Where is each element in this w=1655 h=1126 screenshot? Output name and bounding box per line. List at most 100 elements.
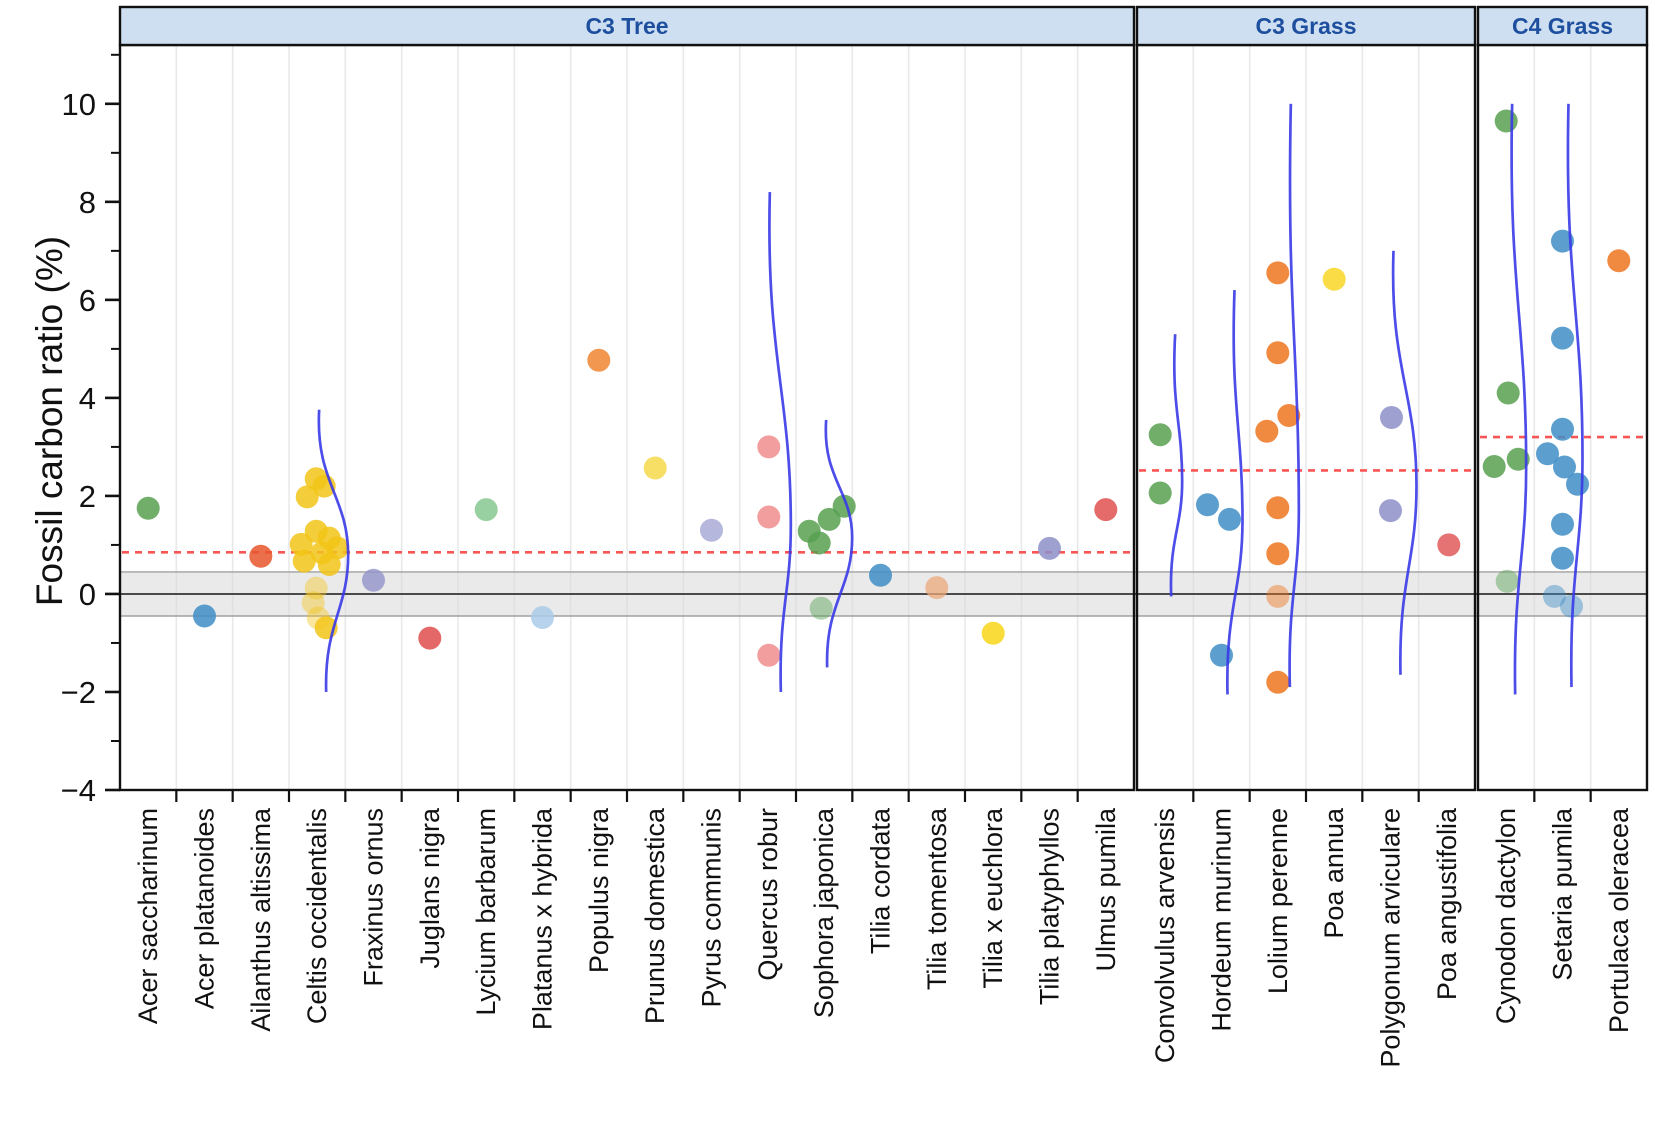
data-point — [1543, 584, 1566, 608]
data-point — [1607, 249, 1631, 273]
y-tick-label: 0 — [79, 577, 96, 612]
x-axis-species-label: Tilia platyphyllos — [1035, 808, 1065, 1005]
data-point — [1495, 569, 1519, 593]
data-point — [136, 496, 160, 520]
data-point — [1551, 546, 1574, 570]
x-axis-species-label: Fraxinus ornus — [359, 808, 389, 987]
data-point — [1437, 533, 1461, 557]
x-axis-species-label: Acer platanoides — [190, 808, 220, 1009]
y-tick-label: −4 — [61, 773, 96, 808]
data-point — [304, 576, 328, 600]
x-axis-species-label: Juglans nigra — [415, 807, 445, 969]
x-axis-species-label: Lycium barbarum — [471, 808, 501, 1016]
data-point — [301, 591, 325, 615]
y-tick-label: 4 — [79, 381, 96, 416]
data-point — [1038, 536, 1061, 560]
x-axis-species-label: Poa angustifolia — [1432, 807, 1462, 1000]
data-point — [249, 544, 273, 568]
data-point — [1266, 584, 1290, 608]
data-point — [643, 456, 667, 480]
data-point — [1553, 455, 1576, 479]
data-point — [700, 518, 723, 542]
data-point — [362, 568, 385, 592]
x-axis-species-label: Tilia tomentosa — [922, 807, 952, 990]
x-axis-species-label: Ailanthus altissima — [246, 807, 276, 1032]
data-point — [1379, 499, 1402, 523]
data-point — [1094, 498, 1118, 522]
data-point — [193, 604, 216, 628]
x-axis-species-label: Quercus robur — [753, 808, 783, 981]
data-point — [1277, 404, 1301, 427]
x-axis-species-label: Populus nigra — [584, 807, 614, 973]
panel-header-label: C3 Tree — [585, 13, 668, 39]
data-point — [1536, 442, 1559, 466]
data-point — [807, 531, 831, 555]
data-point — [1148, 481, 1172, 505]
data-point — [925, 576, 949, 600]
data-point — [809, 596, 833, 620]
y-tick-label: 6 — [79, 283, 96, 318]
density-curve — [1288, 103, 1301, 688]
density-curve — [768, 192, 793, 693]
x-axis-species-label: Polygonum arviculare — [1376, 808, 1406, 1068]
data-point — [1566, 472, 1589, 496]
data-point — [1218, 507, 1241, 531]
y-tick-label: −2 — [61, 675, 96, 710]
data-point — [418, 626, 442, 650]
density-curve — [824, 419, 854, 668]
x-axis-species-label: Poa annua — [1319, 807, 1349, 939]
data-point — [1551, 326, 1574, 350]
x-axis-species-label: Ulmus pumila — [1091, 807, 1121, 972]
x-axis-species-label: Cynodon dactylon — [1491, 808, 1521, 1024]
data-point — [1494, 109, 1518, 133]
density-curve — [317, 409, 350, 693]
data-point — [869, 563, 892, 587]
data-point — [474, 498, 498, 522]
data-point — [1496, 381, 1520, 405]
panel-header — [1135, 5, 1477, 47]
data-point — [1148, 423, 1172, 447]
x-axis-species-label: Portulaca oleracea — [1604, 807, 1634, 1033]
data-point — [1255, 419, 1279, 443]
y-tick-label: 8 — [79, 185, 96, 220]
x-axis-species-label: Convolvulus arvensis — [1150, 808, 1180, 1063]
y-tick-label: 2 — [79, 479, 96, 514]
x-axis-species-label: Lolium perenne — [1263, 808, 1293, 994]
y-tick-label: 10 — [62, 87, 96, 122]
data-point — [981, 621, 1005, 645]
density-curve — [1169, 334, 1184, 597]
x-axis-species-label: Platanus x hybrida — [528, 807, 558, 1030]
x-axis-species-label: Pyrus communis — [697, 808, 727, 1008]
panel-header-label: C4 Grass — [1512, 13, 1613, 39]
data-point — [1551, 229, 1574, 253]
data-point — [757, 643, 781, 667]
panel-border — [1476, 43, 1649, 792]
data-point — [1482, 455, 1506, 478]
data-point — [1266, 261, 1290, 285]
data-point — [1266, 542, 1290, 566]
data-point — [817, 507, 841, 531]
data-point — [1266, 341, 1290, 365]
x-axis-species-label: Acer saccharinum — [133, 808, 163, 1024]
data-point — [1506, 447, 1530, 471]
data-point — [295, 485, 319, 509]
density-curve — [1566, 103, 1584, 688]
data-point — [1196, 493, 1219, 517]
data-point — [757, 435, 781, 459]
data-point — [317, 553, 341, 576]
data-point — [1551, 512, 1574, 536]
data-point — [292, 549, 316, 573]
data-point — [1560, 594, 1583, 618]
x-axis-species-label: Tilia x euchlora — [978, 807, 1008, 989]
x-axis-species-label: Tilia cordata — [866, 807, 896, 954]
panel-header — [118, 5, 1136, 47]
data-point — [1322, 267, 1346, 291]
x-axis-species-label: Prunus domestica — [640, 807, 670, 1024]
density-curve — [1391, 250, 1418, 675]
x-axis-species-label: Sophora japonica — [809, 807, 839, 1018]
x-axis-species-label: Hordeum murinum — [1207, 808, 1237, 1032]
data-point — [1380, 406, 1403, 429]
density-curve — [1225, 290, 1244, 695]
data-point — [757, 505, 781, 529]
